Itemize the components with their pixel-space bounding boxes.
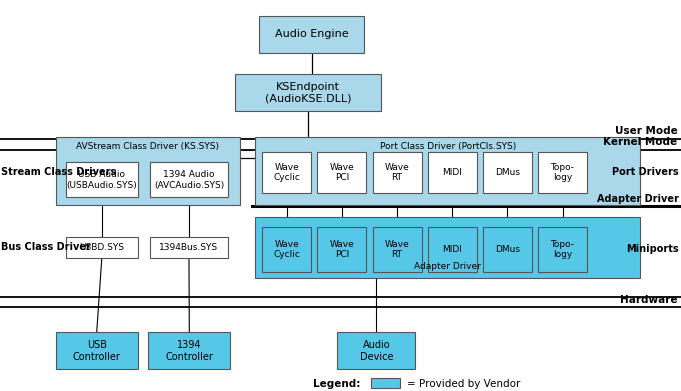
Text: Wave
PCI: Wave PCI	[330, 240, 354, 259]
FancyBboxPatch shape	[262, 152, 311, 193]
FancyBboxPatch shape	[148, 332, 230, 369]
FancyBboxPatch shape	[371, 378, 400, 388]
FancyBboxPatch shape	[538, 227, 587, 272]
Text: MIDI: MIDI	[442, 245, 462, 254]
Text: Audio
Device: Audio Device	[360, 340, 393, 362]
Text: Wave
RT: Wave RT	[385, 163, 409, 182]
FancyBboxPatch shape	[373, 227, 422, 272]
Text: Topo-
logy: Topo- logy	[550, 240, 575, 259]
Text: USBD.SYS: USBD.SYS	[79, 243, 125, 252]
Text: 1394Bus.SYS: 1394Bus.SYS	[159, 243, 219, 252]
Text: Legend:: Legend:	[313, 379, 361, 389]
FancyBboxPatch shape	[317, 152, 366, 193]
Text: Wave
RT: Wave RT	[385, 240, 409, 259]
FancyBboxPatch shape	[255, 217, 640, 278]
Text: DMus: DMus	[495, 245, 520, 254]
Text: Wave
Cyclic: Wave Cyclic	[273, 240, 300, 259]
FancyBboxPatch shape	[373, 152, 422, 193]
FancyBboxPatch shape	[428, 152, 477, 193]
FancyBboxPatch shape	[150, 237, 228, 258]
FancyBboxPatch shape	[255, 137, 640, 205]
Text: Adapter Driver: Adapter Driver	[414, 262, 481, 271]
Text: Port Class Driver (PortCls.SYS): Port Class Driver (PortCls.SYS)	[379, 142, 516, 151]
FancyBboxPatch shape	[337, 332, 415, 369]
FancyBboxPatch shape	[66, 237, 138, 258]
Text: Port Drivers: Port Drivers	[612, 167, 679, 177]
Text: Wave
Cyclic: Wave Cyclic	[273, 163, 300, 182]
FancyBboxPatch shape	[259, 16, 364, 53]
Text: AVStream Class Driver (KS.SYS): AVStream Class Driver (KS.SYS)	[76, 142, 219, 151]
FancyBboxPatch shape	[66, 162, 138, 197]
FancyBboxPatch shape	[235, 74, 381, 111]
FancyBboxPatch shape	[317, 227, 366, 272]
Text: Miniports: Miniports	[627, 244, 679, 254]
Text: Topo-
logy: Topo- logy	[550, 163, 575, 182]
FancyBboxPatch shape	[262, 227, 311, 272]
Text: User Mode: User Mode	[615, 126, 678, 136]
FancyBboxPatch shape	[538, 152, 587, 193]
Text: Hardware: Hardware	[620, 295, 678, 305]
Text: KSEndpoint
(AudioKSE.DLL): KSEndpoint (AudioKSE.DLL)	[265, 82, 351, 104]
Text: USB Audio
(USBAudio.SYS): USB Audio (USBAudio.SYS)	[67, 170, 137, 190]
FancyBboxPatch shape	[56, 332, 138, 369]
Text: = Provided by Vendor: = Provided by Vendor	[407, 379, 520, 389]
Text: 1394
Controller: 1394 Controller	[165, 340, 213, 362]
FancyBboxPatch shape	[483, 152, 532, 193]
FancyBboxPatch shape	[483, 227, 532, 272]
Text: Audio Engine: Audio Engine	[274, 29, 349, 39]
Text: Stream Class Drivers: Stream Class Drivers	[1, 167, 116, 177]
Text: Adapter Driver: Adapter Driver	[597, 194, 679, 204]
FancyBboxPatch shape	[56, 137, 240, 205]
FancyBboxPatch shape	[428, 227, 477, 272]
Text: Kernel Mode: Kernel Mode	[603, 137, 678, 147]
Text: Bus Class Driver: Bus Class Driver	[1, 242, 91, 252]
Text: USB
Controller: USB Controller	[73, 340, 121, 362]
Text: 1394 Audio
(AVCAudio.SYS): 1394 Audio (AVCAudio.SYS)	[154, 170, 224, 190]
Text: Wave
PCI: Wave PCI	[330, 163, 354, 182]
Text: DMus: DMus	[495, 168, 520, 177]
FancyBboxPatch shape	[150, 162, 228, 197]
Text: MIDI: MIDI	[442, 168, 462, 177]
